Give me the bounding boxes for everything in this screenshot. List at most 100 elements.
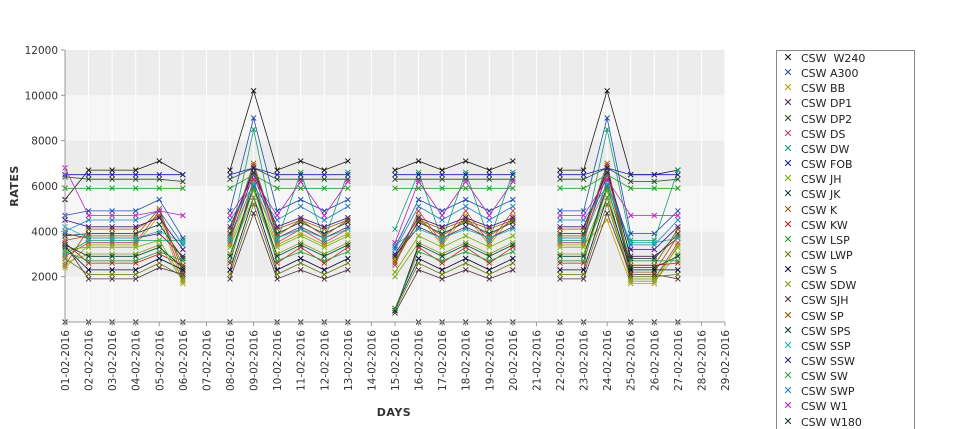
- data-point: [557, 244, 563, 251]
- data-point: [274, 237, 280, 244]
- data-point: [156, 214, 163, 221]
- legend-marker-icon: ✕: [783, 157, 793, 171]
- data-point: [462, 208, 469, 214]
- data-point: [557, 251, 563, 257]
- data-point: [392, 310, 398, 316]
- data-point: [109, 171, 115, 178]
- data-point: [462, 217, 469, 223]
- data-point: [557, 235, 563, 241]
- data-point: [132, 167, 139, 173]
- data-point: [580, 244, 587, 251]
- data-point: [85, 257, 92, 264]
- x-tick-label: 18-02-2016: [461, 330, 473, 391]
- data-point: [180, 246, 186, 253]
- data-point: [557, 242, 563, 248]
- legend-label: CSW SSW: [801, 355, 855, 368]
- data-point: [132, 244, 139, 251]
- data-point: [85, 260, 92, 266]
- data-point: [651, 257, 658, 264]
- data-point: [580, 226, 587, 232]
- data-point: [345, 214, 351, 221]
- data-point: [156, 221, 163, 228]
- series-line: [229, 182, 349, 239]
- data-point: [580, 237, 587, 244]
- data-point: [462, 176, 469, 183]
- data-point: [557, 276, 563, 282]
- data-point: [510, 214, 516, 221]
- data-point: [415, 255, 422, 262]
- data-point: [486, 217, 493, 223]
- data-point: [345, 244, 351, 251]
- data-point: [439, 253, 445, 260]
- data-point: [274, 185, 280, 192]
- legend-marker-icon: ✕: [783, 278, 793, 292]
- data-point: [297, 176, 304, 183]
- legend-item: ✕ CSW JK: [777, 187, 914, 202]
- data-point: [109, 242, 115, 248]
- data-point: [392, 242, 398, 248]
- data-point: [180, 235, 186, 241]
- data-point: [439, 226, 445, 232]
- data-point: [227, 176, 233, 183]
- data-point: [321, 176, 328, 183]
- data-point: [675, 244, 681, 251]
- data-point: [580, 257, 587, 264]
- data-point: [109, 267, 115, 273]
- data-point: [132, 171, 139, 178]
- data-point: [297, 185, 304, 192]
- data-point: [675, 212, 681, 219]
- data-point: [439, 251, 445, 257]
- data-point: [85, 185, 92, 192]
- data-point: [180, 273, 186, 280]
- legend-item: ✕ CSW DP2: [777, 112, 914, 127]
- data-point: [392, 257, 398, 264]
- data-point: [156, 237, 163, 244]
- series-line: [394, 235, 514, 273]
- series-line: [394, 160, 514, 171]
- data-point: [321, 208, 328, 214]
- series-line: [64, 199, 184, 239]
- x-tick-label: 21-02-2016: [531, 330, 543, 391]
- data-point: [156, 176, 163, 183]
- data-point: [510, 260, 516, 266]
- data-point: [297, 244, 304, 251]
- data-point: [604, 194, 610, 201]
- data-point: [250, 180, 257, 187]
- data-point: [274, 230, 280, 237]
- data-point: [510, 171, 516, 178]
- data-point: [392, 246, 398, 253]
- y-tick-label: 6000: [31, 181, 58, 193]
- data-point: [651, 237, 658, 244]
- data-point: [85, 176, 92, 183]
- data-point: [274, 267, 280, 273]
- legend-item: ✕ CSW LWP: [777, 248, 914, 263]
- data-point: [297, 260, 304, 266]
- data-point: [439, 185, 445, 192]
- data-point: [627, 267, 634, 273]
- data-point: [392, 226, 398, 232]
- data-point: [227, 271, 233, 278]
- data-point: [580, 171, 587, 178]
- data-point: [250, 176, 257, 183]
- series-line: [64, 251, 184, 262]
- series-line: [64, 258, 184, 278]
- series-line: [560, 177, 678, 266]
- series-lines: [64, 89, 679, 323]
- series-line: [64, 239, 183, 255]
- data-point: [274, 176, 280, 183]
- data-point: [109, 176, 115, 183]
- data-point: [392, 260, 398, 266]
- data-point: [345, 226, 351, 232]
- data-point: [392, 305, 398, 312]
- data-point: [180, 239, 186, 246]
- data-point: [345, 203, 351, 210]
- data-point: [486, 233, 493, 239]
- data-point: [675, 257, 681, 264]
- legend-label: CSW SP: [801, 309, 844, 323]
- data-point: [392, 273, 398, 280]
- data-point: [651, 280, 658, 287]
- data-point: [345, 158, 351, 164]
- legend-item: ✕ CSW S: [777, 263, 914, 278]
- series-line: [394, 257, 514, 309]
